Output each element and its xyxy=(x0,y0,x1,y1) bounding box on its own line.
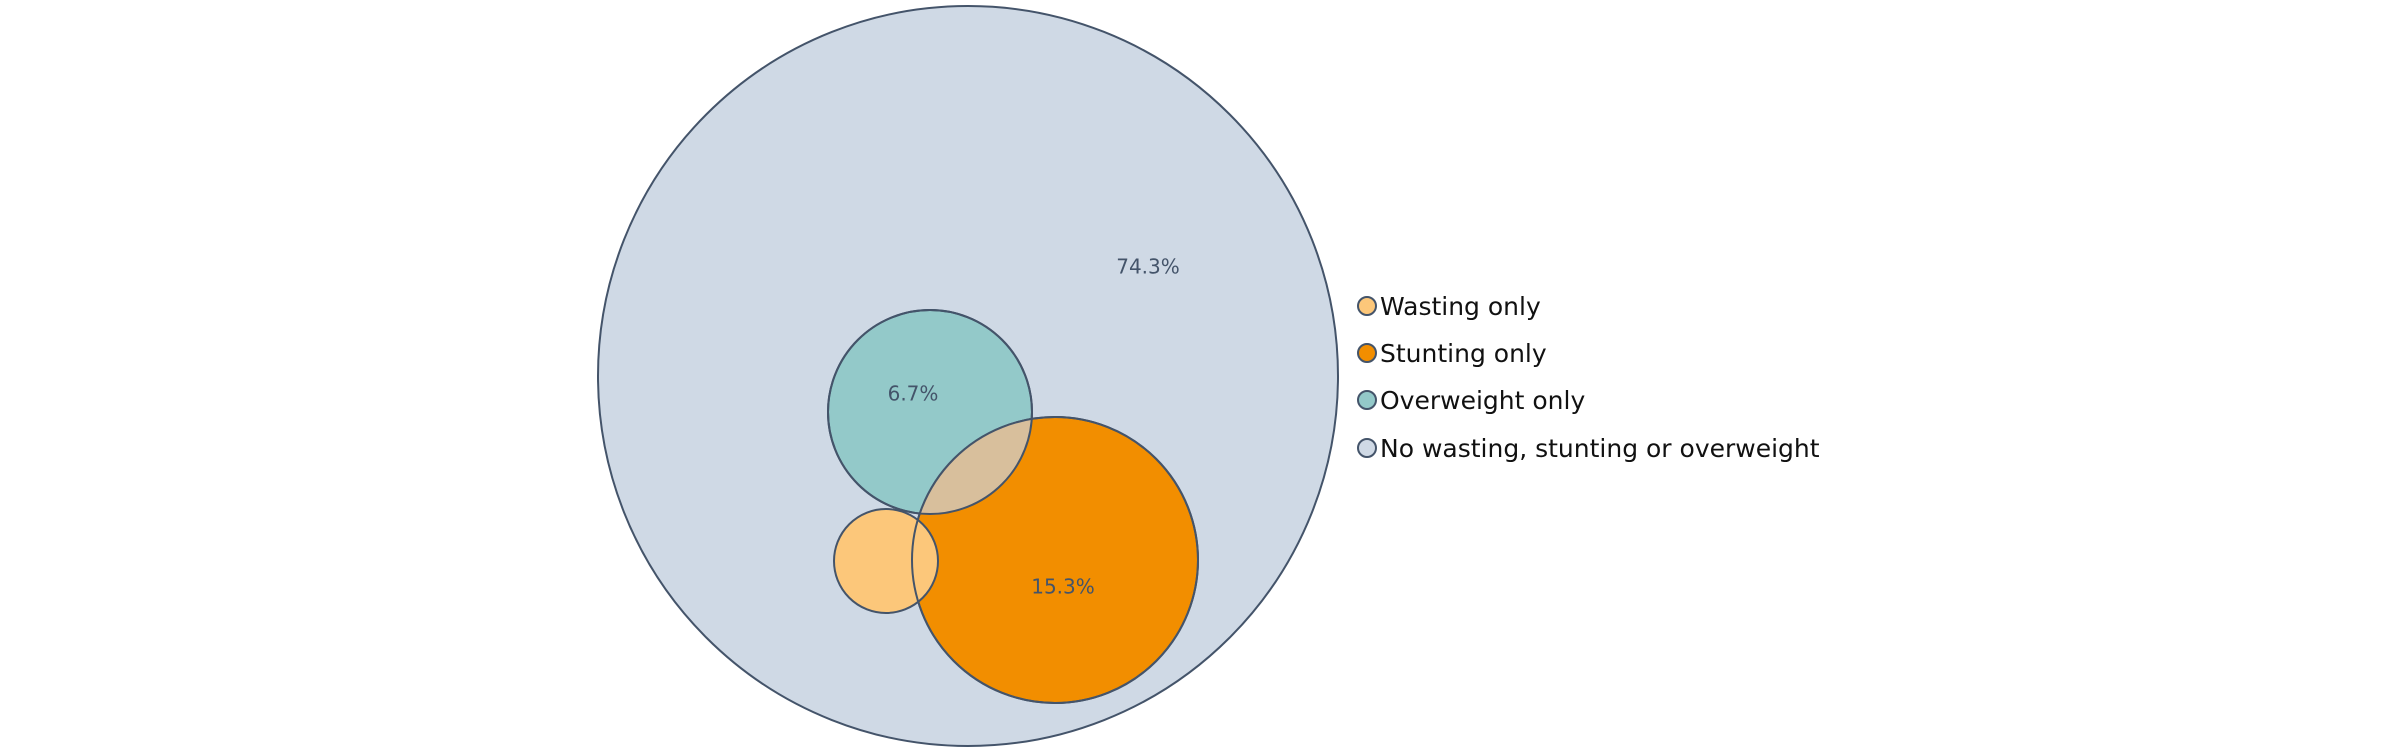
legend-item-no-condition: No wasting, stunting or overweight xyxy=(1357,434,1820,463)
legend-item-stunting: Stunting only xyxy=(1357,339,1547,368)
label-no-condition-percent: 74.3% xyxy=(1116,255,1180,279)
legend-swatch-no-condition xyxy=(1357,438,1377,458)
legend-item-wasting: Wasting only xyxy=(1357,292,1541,321)
stunting-outline xyxy=(911,416,1199,704)
legend: Wasting only Stunting only Overweight on… xyxy=(1357,292,1820,463)
legend-label-wasting: Wasting only xyxy=(1380,292,1541,321)
legend-swatch-overweight xyxy=(1357,390,1377,410)
overweight-outline xyxy=(827,309,1033,515)
legend-label-stunting: Stunting only xyxy=(1380,339,1547,368)
legend-label-overweight: Overweight only xyxy=(1380,386,1585,415)
label-stunting-percent: 15.3% xyxy=(1031,575,1095,599)
label-overweight-percent: 6.7% xyxy=(888,382,939,406)
legend-swatch-stunting xyxy=(1357,343,1377,363)
circle-wasting-only xyxy=(833,508,939,614)
legend-label-no-condition: No wasting, stunting or overweight xyxy=(1380,434,1820,463)
overlap-overweight-stunting xyxy=(912,417,1032,514)
legend-item-overweight: Overweight only xyxy=(1357,386,1585,415)
legend-swatch-wasting xyxy=(1357,296,1377,316)
